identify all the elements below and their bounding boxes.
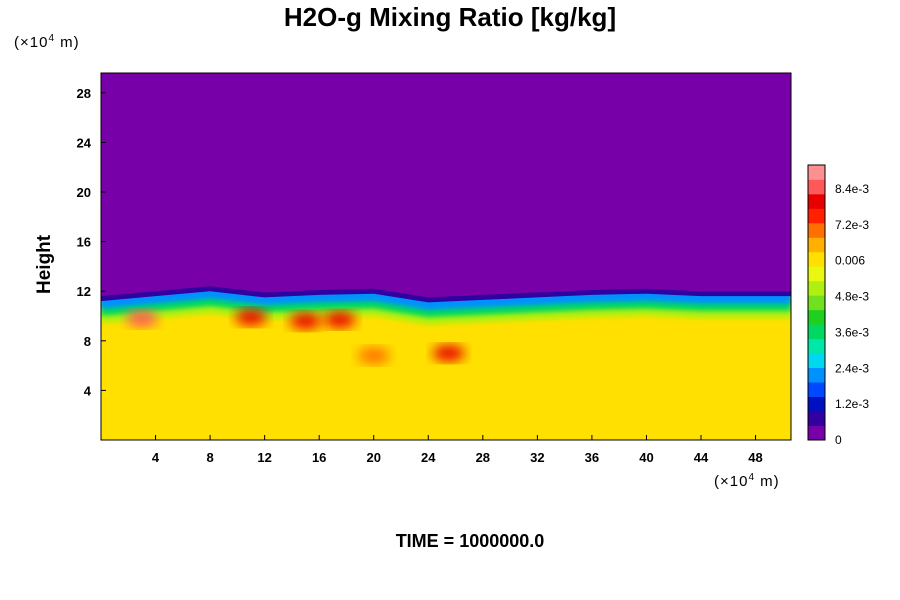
moist-patch bbox=[235, 309, 267, 326]
moist-patch bbox=[323, 311, 356, 328]
colorbar-swatch bbox=[808, 411, 825, 426]
x-tick-label: 36 bbox=[585, 450, 599, 465]
moist-patch bbox=[432, 345, 465, 362]
colorbar-tick-label: 2.4e-3 bbox=[835, 361, 869, 375]
colorbar-swatch bbox=[808, 266, 825, 282]
colorbar-swatch bbox=[808, 382, 825, 397]
y-tick-label: 16 bbox=[77, 235, 91, 250]
colorbar-swatch bbox=[808, 425, 825, 441]
moist-patch bbox=[357, 347, 390, 364]
colorbar-swatch bbox=[808, 324, 825, 340]
x-tick-label: 16 bbox=[312, 450, 326, 465]
colorbar-swatch bbox=[808, 251, 825, 267]
x-tick-label: 12 bbox=[257, 450, 271, 465]
y-tick-label: 24 bbox=[77, 135, 92, 150]
plot-frame bbox=[100, 72, 792, 441]
colorbar-swatch bbox=[808, 222, 825, 238]
time-label: TIME = 1000000.0 bbox=[395, 531, 545, 551]
colorbar-swatch bbox=[808, 237, 825, 253]
y-tick-label: 28 bbox=[77, 86, 91, 101]
x-tick-label: 32 bbox=[530, 450, 544, 465]
x-tick-label: 8 bbox=[206, 450, 213, 465]
colorbar-tick-label: 4.8e-3 bbox=[835, 290, 869, 304]
colorbar: 0 1.2e-3 2.4e-3 3.6e-3 4.8e-3 0.006 7.2e-3 8.4e… bbox=[807, 164, 869, 447]
colorbar-tick-label: 0.006 bbox=[835, 254, 865, 268]
colorbar-tick-label: 7.2e-3 bbox=[835, 218, 869, 232]
colorbar-tick-label: 0 bbox=[835, 433, 842, 447]
colorbar-swatch bbox=[808, 338, 825, 354]
x-tick-label: 40 bbox=[639, 450, 653, 465]
x-axis: 4 8 12 16 20 24 28 32 36 40 44 48 bbox=[152, 435, 763, 465]
colorbar-frame bbox=[807, 164, 826, 441]
x-tick-label: 24 bbox=[421, 450, 436, 465]
y-tick-label: 12 bbox=[77, 284, 91, 299]
x-tick-label: 48 bbox=[748, 450, 762, 465]
y-axis: 4 8 12 16 20 24 28 bbox=[77, 86, 106, 398]
colorbar-swatch bbox=[808, 165, 825, 180]
moist-patch bbox=[125, 310, 158, 327]
y-tick-label: 4 bbox=[84, 383, 92, 398]
colorbar-swatch bbox=[808, 353, 825, 369]
colorbar-swatch bbox=[808, 295, 825, 311]
x-axis-unit: (×104 m) bbox=[714, 472, 780, 490]
y-axis-unit: (×104 m) bbox=[14, 33, 80, 51]
colorbar-tick-label: 1.2e-3 bbox=[835, 397, 869, 411]
y-tick-label: 8 bbox=[84, 334, 91, 349]
x-tick-label: 28 bbox=[476, 450, 490, 465]
colorbar-swatch bbox=[808, 280, 825, 296]
colorbar-swatch bbox=[808, 193, 825, 209]
colorbar-swatch bbox=[808, 208, 825, 224]
colorbar-swatch bbox=[808, 367, 825, 383]
y-tick-label: 20 bbox=[77, 185, 91, 200]
colorbar-swatch bbox=[808, 309, 825, 325]
moist-patch bbox=[289, 312, 322, 329]
chart-title: H2O-g Mixing Ratio [kg/kg] bbox=[283, 2, 617, 32]
colorbar-swatch bbox=[808, 179, 825, 195]
x-tick-label: 44 bbox=[694, 450, 709, 465]
colorbar-tick-label: 3.6e-3 bbox=[835, 325, 869, 339]
colorbar-swatch bbox=[808, 396, 825, 412]
colorbar-tick-label: 8.4e-3 bbox=[835, 182, 869, 196]
x-tick-label: 4 bbox=[152, 450, 160, 465]
x-tick-label: 20 bbox=[366, 450, 380, 465]
upper-dry-layer bbox=[101, 73, 791, 298]
heatmap-field bbox=[101, 73, 791, 440]
